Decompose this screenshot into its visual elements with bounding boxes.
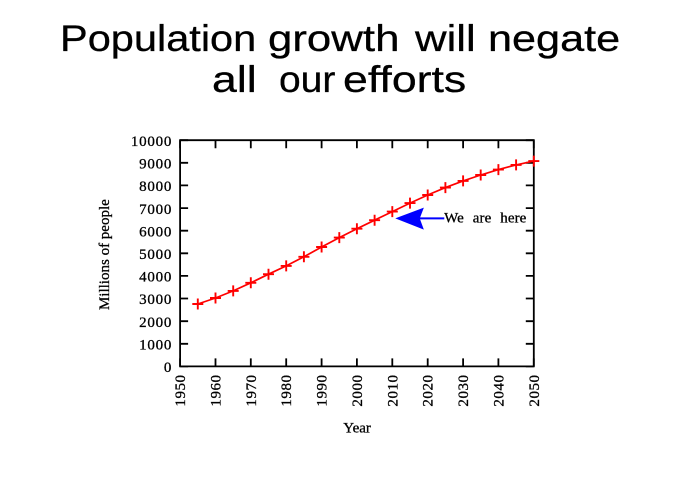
svg-text:0: 0 xyxy=(164,360,172,376)
svg-text:8000: 8000 xyxy=(139,179,172,195)
svg-text:1990: 1990 xyxy=(315,374,331,406)
svg-text:2040: 2040 xyxy=(491,374,507,406)
svg-text:2020: 2020 xyxy=(421,374,437,406)
svg-text:5000: 5000 xyxy=(139,247,172,263)
svg-text:4000: 4000 xyxy=(139,270,172,286)
svg-text:Millions of people: Millions of people xyxy=(97,199,113,310)
svg-text:2010: 2010 xyxy=(385,374,401,406)
svg-text:1970: 1970 xyxy=(244,374,260,406)
svg-text:Year: Year xyxy=(343,421,371,437)
svg-text:2000: 2000 xyxy=(139,315,172,331)
svg-text:1950: 1950 xyxy=(173,374,189,406)
svg-text:3000: 3000 xyxy=(139,292,172,308)
svg-text:1960: 1960 xyxy=(209,374,225,406)
svg-text:10000: 10000 xyxy=(131,134,172,150)
svg-text:6000: 6000 xyxy=(139,224,172,240)
svg-text:1980: 1980 xyxy=(279,374,295,406)
svg-text:2030: 2030 xyxy=(456,374,472,406)
svg-text:7000: 7000 xyxy=(139,202,172,218)
svg-text:1000: 1000 xyxy=(139,338,172,354)
svg-text:We are here: We are here xyxy=(444,211,527,227)
svg-text:2050: 2050 xyxy=(527,374,543,406)
svg-text:2000: 2000 xyxy=(350,374,366,406)
svg-text:9000: 9000 xyxy=(139,157,172,173)
